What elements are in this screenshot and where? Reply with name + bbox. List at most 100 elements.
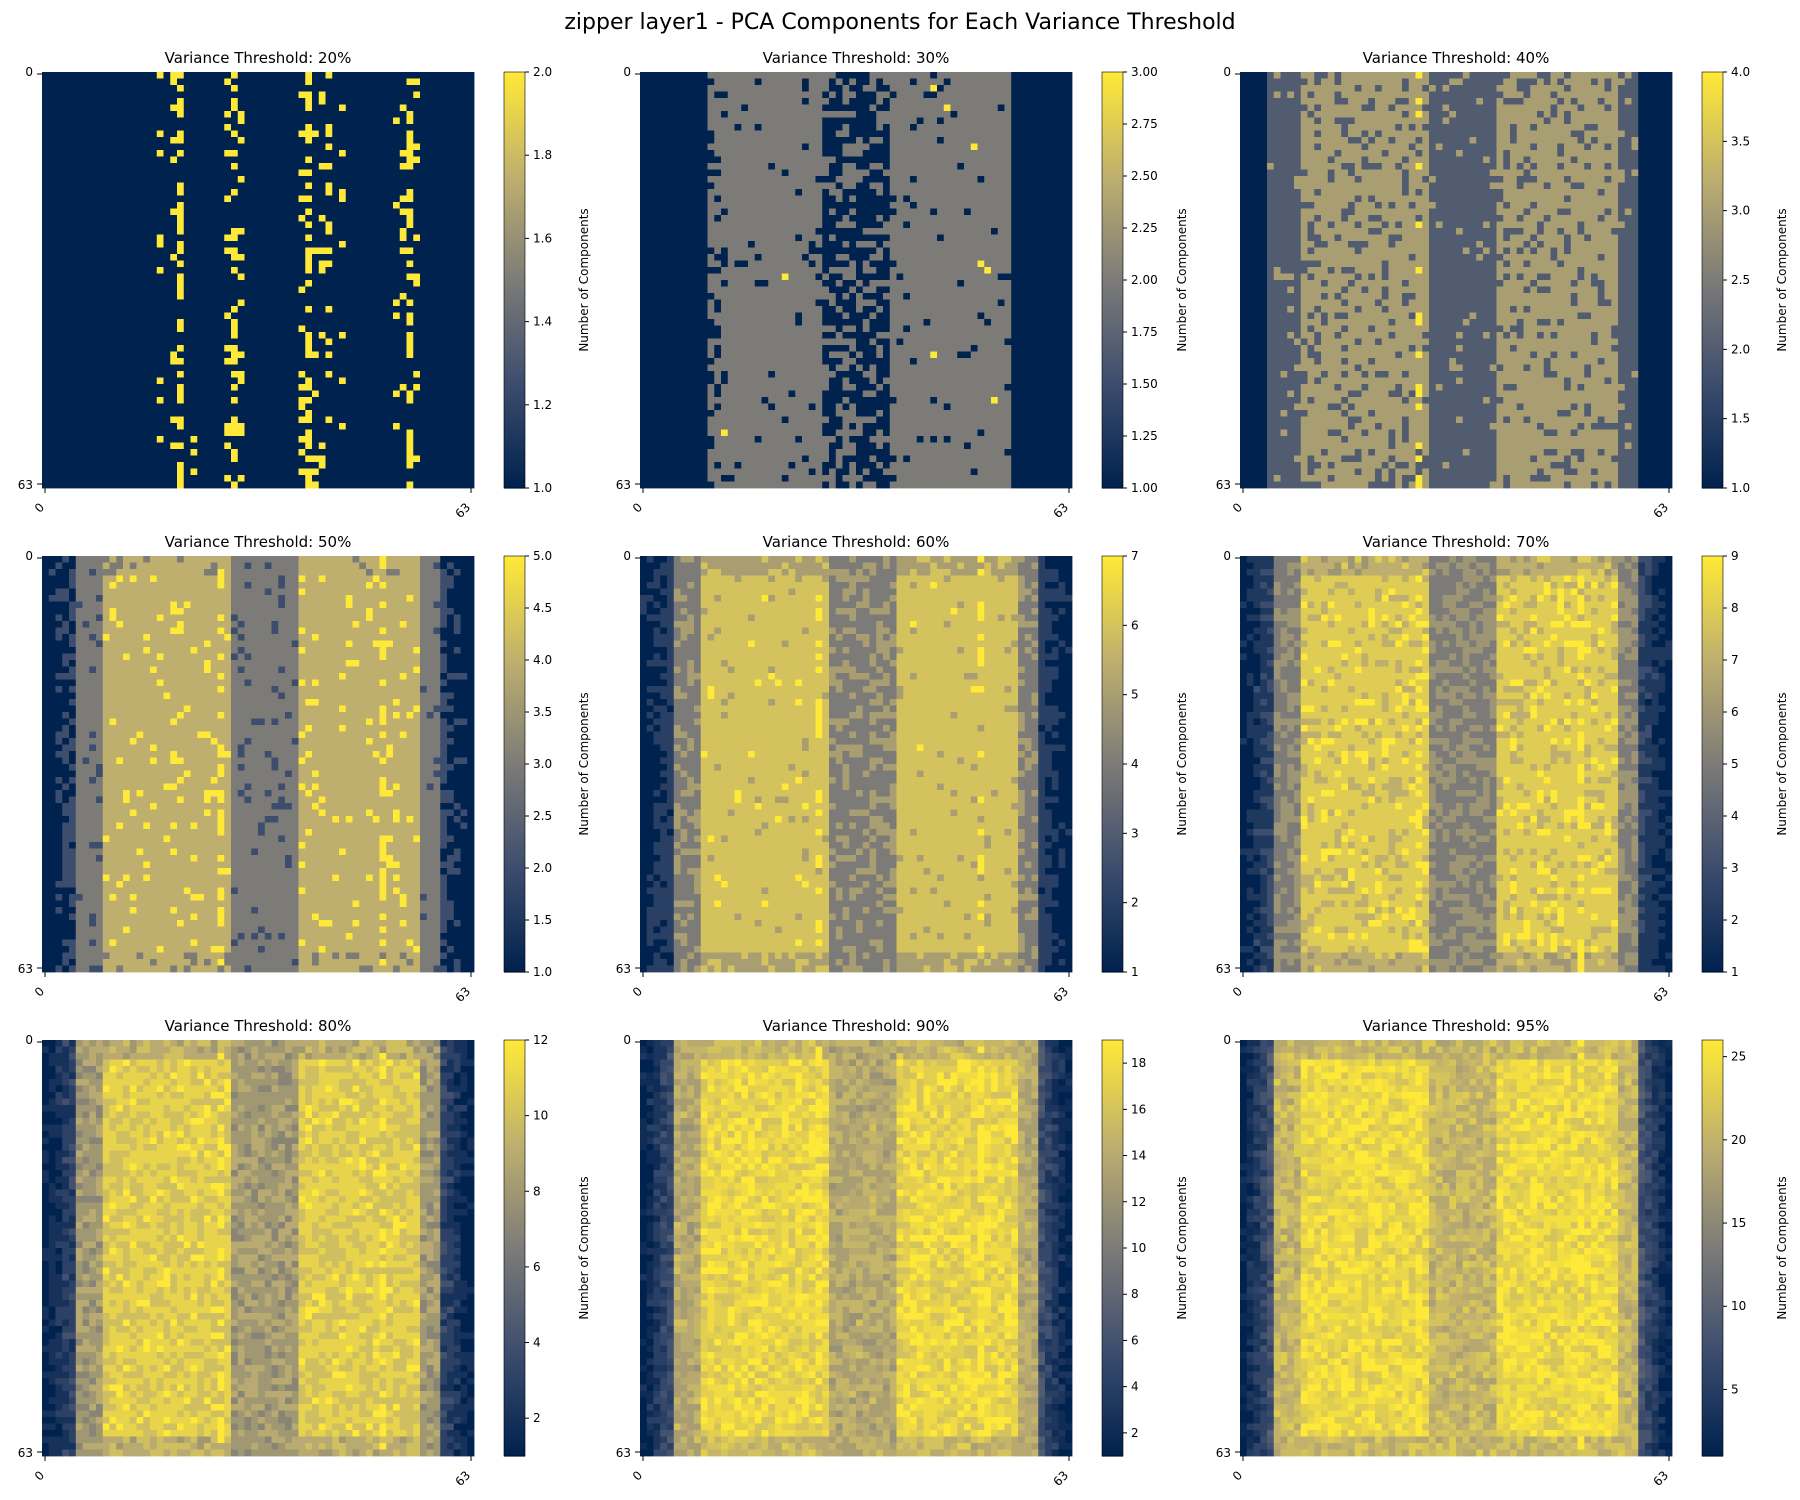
heatmap-cell [177,209,184,216]
heatmap-cell [373,436,380,443]
heatmap-cell [440,417,447,424]
heatmap-cell [238,339,245,346]
heatmap-cell [191,378,198,385]
heatmap-cell [164,124,171,131]
heatmap-cell [245,131,252,138]
heatmap-cell [224,352,231,359]
heatmap-cell [184,170,191,177]
heatmap-cell [272,131,279,138]
heatmap-cell [285,430,292,437]
heatmap-cell [359,456,366,463]
heatmap-cell [204,196,211,203]
heatmap-cell [346,300,353,307]
heatmap-cell [339,449,346,456]
heatmap-cell [393,300,400,307]
heatmap-cell [191,332,198,339]
heatmap-cell [123,378,130,385]
heatmap-cell [150,248,157,255]
heatmap-cell [373,163,380,170]
heatmap-cell [299,189,306,196]
heatmap-cell [76,456,83,463]
heatmap-cell [96,345,103,352]
heatmap-cell [386,462,393,469]
heatmap-cell [299,436,306,443]
heatmap-cell [258,358,265,365]
heatmap-cell [386,189,393,196]
heatmap-cell [238,332,245,339]
heatmap-cell [110,202,117,209]
heatmap-cell [238,397,245,404]
heatmap-cell [184,410,191,417]
heatmap-cell [123,300,130,307]
heatmap-cell [42,92,49,99]
heatmap-cell [69,144,76,151]
heatmap-cell [83,469,90,476]
heatmap-cell [393,105,400,112]
heatmap-cell [96,105,103,112]
heatmap-cell [447,326,454,333]
heatmap-cell [285,293,292,300]
heatmap-cell [332,287,339,294]
heatmap-cell [231,157,238,164]
heatmap-cell [265,410,272,417]
heatmap-cell [89,300,96,307]
heatmap-cell [130,280,137,287]
heatmap-cell [305,163,312,170]
heatmap-cell [137,371,144,378]
heatmap-cell [292,144,299,151]
heatmap-cell [184,384,191,391]
heatmap-cell [110,144,117,151]
heatmap-cell [332,105,339,112]
heatmap-cell [339,124,346,131]
heatmap-cell [454,306,461,313]
heatmap-cell [407,378,414,385]
heatmap-cell [103,430,110,437]
heatmap-cell [184,300,191,307]
heatmap-cell [116,241,123,248]
heatmap-cell [265,111,272,118]
heatmap-cell [461,92,468,99]
heatmap-cell [366,449,373,456]
heatmap-cell [272,92,279,99]
heatmap-cell [224,391,231,398]
heatmap-cell [285,332,292,339]
heatmap-cell [440,300,447,307]
heatmap-cell [292,79,299,86]
heatmap-cell [278,248,285,255]
heatmap-cell [231,228,238,235]
heatmap-cell [427,137,434,144]
heatmap-cell [380,92,387,99]
heatmap-cell [339,215,346,222]
heatmap-cell [76,98,83,105]
heatmap-cell [292,410,299,417]
heatmap-cell [184,254,191,261]
heatmap-cell [116,98,123,105]
heatmap-cell [353,358,360,365]
heatmap-cell [420,274,427,281]
heatmap-cell [245,261,252,268]
heatmap-cell [386,144,393,151]
heatmap-cell [251,79,258,86]
heatmap-cell [467,410,474,417]
heatmap-cell [251,436,258,443]
heatmap-cell [413,248,420,255]
heatmap-cell [265,248,272,255]
heatmap-cell [319,326,326,333]
heatmap-cell [366,293,373,300]
heatmap-cell [143,462,150,469]
heatmap-cell [332,235,339,242]
heatmap-cell [143,92,150,99]
heatmap-cell [454,131,461,138]
heatmap-cell [177,72,184,79]
heatmap-cell [245,371,252,378]
heatmap-cell [272,235,279,242]
heatmap-cell [420,332,427,339]
heatmap-cell [110,118,117,125]
heatmap-cell [238,287,245,294]
heatmap-cell [285,150,292,157]
heatmap-cell [305,254,312,261]
heatmap-cell [211,92,218,99]
heatmap-cell [299,111,306,118]
heatmap-cell [386,345,393,352]
heatmap-cell [312,469,319,476]
